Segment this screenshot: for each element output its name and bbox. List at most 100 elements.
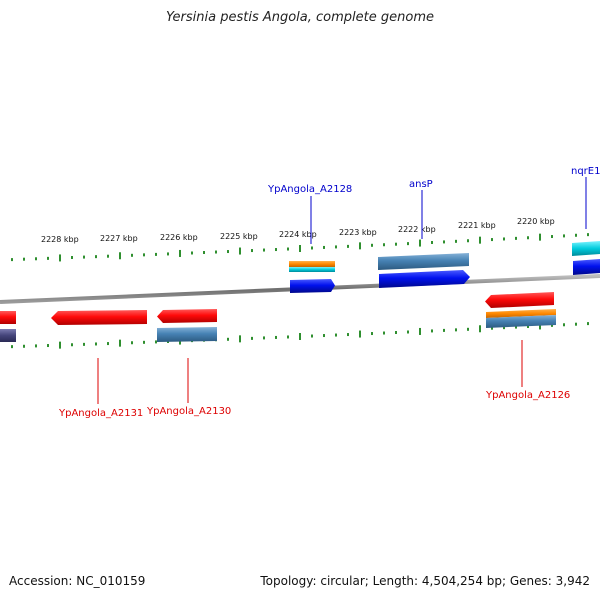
gene-a2130-steel-track[interactable] <box>157 327 217 342</box>
lower-scale-minor-tick <box>455 328 457 332</box>
upper-scale-minor-tick <box>323 245 325 249</box>
upper-scale-minor-tick <box>95 255 97 259</box>
scale-label-2227: 2227 kbp <box>100 234 138 243</box>
lower-scale-minor-tick <box>155 340 157 344</box>
gene-nqre1-arrow[interactable] <box>573 259 600 275</box>
gene-a2126-steel-track[interactable] <box>486 315 556 328</box>
lower-scale-major-tick <box>299 333 301 340</box>
lower-scale-minor-tick <box>131 341 133 345</box>
lower-scale-major-tick <box>419 327 421 335</box>
lower-scale-minor-tick <box>83 342 85 346</box>
upper-scale-major-tick <box>539 233 541 241</box>
gene-label-a2130: YpAngola_A2130 <box>146 406 231 417</box>
upper-scale-minor-tick <box>263 248 265 252</box>
gene-label-a2128: YpAngola_A2128 <box>267 184 352 195</box>
upper-scale-major-tick <box>119 252 121 260</box>
upper-scale-minor-tick <box>143 253 145 257</box>
upper-scale-minor-tick <box>11 258 13 262</box>
gene-nqre1-cyan-track[interactable] <box>572 241 600 256</box>
gene-a2130-arrow[interactable] <box>157 309 217 323</box>
lower-scale-minor-tick <box>311 334 313 338</box>
upper-scale-minor-tick <box>347 244 349 248</box>
upper-scale-minor-tick <box>23 257 25 261</box>
gene-label-ansp: ansP <box>409 179 433 190</box>
gene-ansp-arrow[interactable] <box>379 270 470 288</box>
gene-a2128-arrow[interactable] <box>290 279 335 293</box>
map-title: Yersinia pestis Angola, complete genome <box>166 10 434 25</box>
upper-scale-major-tick <box>359 242 361 250</box>
upper-scale-major-tick <box>419 239 421 247</box>
lower-scale-minor-tick <box>263 336 265 340</box>
upper-scale-major-tick <box>299 245 301 252</box>
upper-scale-minor-tick <box>527 236 529 240</box>
lower-scale-minor-tick <box>527 325 529 329</box>
lower-scale-minor-tick <box>587 322 589 326</box>
upper-scale-minor-tick <box>587 233 589 237</box>
upper-scale-minor-tick <box>407 242 409 246</box>
lower-scale-minor-tick <box>503 326 505 330</box>
lower-scale-minor-tick <box>371 332 373 336</box>
lower-scale-minor-tick <box>47 344 49 348</box>
upper-scale-minor-tick <box>443 240 445 244</box>
gene-a2128-cyan-track[interactable] <box>289 267 335 272</box>
upper-scale-minor-tick <box>371 243 373 247</box>
upper-scale-major-tick <box>179 249 181 257</box>
lower-scale-minor-tick <box>395 331 397 335</box>
upper-scale-minor-tick <box>455 239 457 243</box>
lower-scale-major-tick <box>539 322 541 330</box>
upper-scale-minor-tick <box>575 233 577 237</box>
scale-label-2221: 2221 kbp <box>458 221 496 230</box>
scale-label-2226: 2226 kbp <box>160 233 198 242</box>
upper-scale-minor-tick <box>227 250 229 254</box>
upper-scale-minor-tick <box>203 251 205 255</box>
scale-label-2225: 2225 kbp <box>220 232 258 241</box>
upper-scale-major-tick <box>479 236 481 244</box>
lower-scale-minor-tick <box>143 340 145 344</box>
upper-scale-major-tick <box>59 254 61 262</box>
upper-scale-minor-tick <box>167 252 169 256</box>
gene-label-a2131: YpAngola_A2131 <box>58 408 143 419</box>
gene-a2128-orange-track[interactable] <box>289 261 335 267</box>
upper-scale-minor-tick <box>35 257 37 261</box>
upper-scale-minor-tick <box>515 236 517 240</box>
gene-label-a2126: YpAngola_A2126 <box>485 390 570 401</box>
upper-scale-minor-tick <box>275 248 277 252</box>
scale-label-2228: 2228 kbp <box>41 235 79 244</box>
gene-left-edge-red-arrow[interactable] <box>0 311 16 324</box>
lower-scale-minor-tick <box>431 329 433 333</box>
lower-scale-minor-tick <box>467 327 469 331</box>
upper-scale-minor-tick <box>491 238 493 242</box>
lower-scale-minor-tick <box>407 330 409 334</box>
lower-scale-minor-tick <box>383 331 385 335</box>
upper-scale-minor-tick <box>467 239 469 243</box>
upper-scale-minor-tick <box>383 243 385 247</box>
lower-scale-minor-tick <box>23 344 25 348</box>
lower-scale-major-tick <box>119 339 121 347</box>
lower-scale-minor-tick <box>251 336 253 340</box>
scale-label-2224: 2224 kbp <box>279 230 317 239</box>
lower-scale-minor-tick <box>35 344 37 348</box>
upper-scale-minor-tick <box>47 256 49 260</box>
gene-a2126-arrow[interactable] <box>485 292 554 308</box>
lower-scale-minor-tick <box>275 335 277 339</box>
gene-label-nqre1: nqrE1 <box>571 166 600 177</box>
lower-scale-minor-tick <box>575 322 577 326</box>
lower-scale-major-tick <box>479 325 481 333</box>
upper-scale-minor-tick <box>251 249 253 253</box>
upper-scale-minor-tick <box>431 240 433 244</box>
lower-scale-minor-tick <box>443 328 445 332</box>
gene-left-edge-navy-track[interactable] <box>0 329 16 342</box>
scale-label-2223: 2223 kbp <box>339 228 377 237</box>
lower-scale-minor-tick <box>335 333 337 337</box>
accession-text: Accession: NC_010159 <box>9 574 146 588</box>
scale-label-2222: 2222 kbp <box>398 225 436 234</box>
upper-scale-minor-tick <box>71 256 73 260</box>
lower-scale-minor-tick <box>107 342 109 346</box>
upper-scale-ticks <box>11 233 589 262</box>
gene-ansp-steel-track[interactable] <box>378 253 469 270</box>
upper-scale-minor-tick <box>107 254 109 258</box>
upper-scale-minor-tick <box>395 242 397 246</box>
lower-scale-major-tick <box>239 335 241 343</box>
lower-scale-minor-tick <box>95 342 97 346</box>
gene-a2131-arrow[interactable] <box>51 310 147 325</box>
